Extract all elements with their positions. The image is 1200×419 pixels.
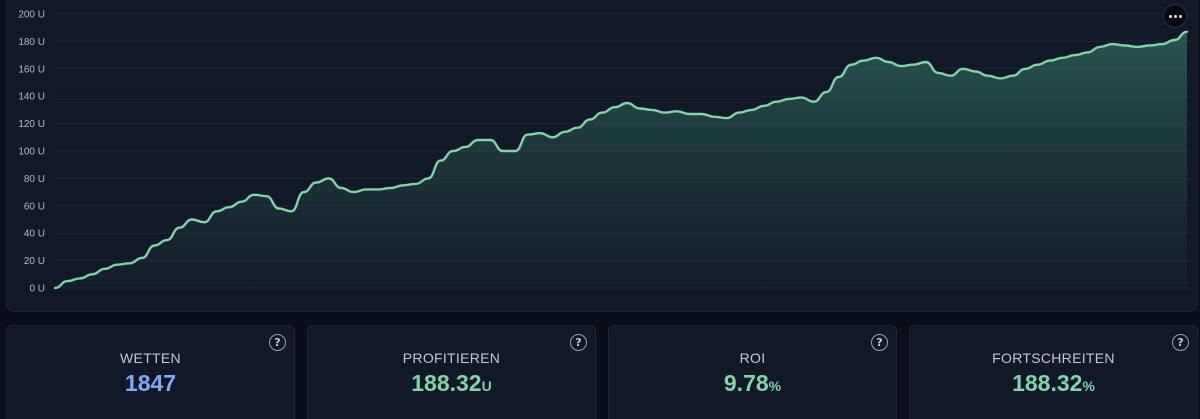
y-tick-label: 100 U xyxy=(18,147,45,158)
y-tick-label: 160 U xyxy=(18,64,45,75)
stats-cards: ? WETTEN 1847 ? PROFITIEREN 188.32U ? RO… xyxy=(6,325,1198,419)
chart-area-fill xyxy=(55,31,1187,289)
stat-value: 1847 xyxy=(7,370,294,397)
stat-unit: % xyxy=(1082,378,1095,394)
help-circle-icon[interactable]: ? xyxy=(269,334,286,351)
stat-card-profitieren: ? PROFITIEREN 188.32U xyxy=(307,325,596,419)
y-tick-label: 0 U xyxy=(29,284,45,295)
y-tick-label: 140 U xyxy=(18,92,45,103)
profit-chart-panel: 0 U 20 U 40 U 60 U 80 U 100 U 120 U 140 U 160 U 1… xyxy=(6,0,1198,312)
y-tick-label: 20 U xyxy=(24,256,45,267)
stat-card-fortschreiten: ? FORTSCHREITEN 188.32% xyxy=(909,325,1198,419)
chart-line xyxy=(53,30,1189,290)
y-axis-ticks: 0 U 20 U 40 U 60 U 80 U 100 U 120 U 140 U 160 U 1… xyxy=(18,10,45,295)
stat-value: 9.78% xyxy=(609,370,896,397)
y-tick-label: 60 U xyxy=(24,201,45,212)
stat-unit: % xyxy=(768,378,782,394)
stat-unit: U xyxy=(481,378,492,394)
stat-card-roi: ? ROI 9.78% xyxy=(608,325,897,419)
profit-chart: 0 U 20 U 40 U 60 U 80 U 100 U 120 U 140 U 160 U 1… xyxy=(18,10,1193,295)
stat-number: 1847 xyxy=(124,370,177,396)
dot-icon xyxy=(1178,14,1182,18)
stat-value: 188.32U xyxy=(308,370,595,397)
y-tick-label: 180 U xyxy=(18,37,45,48)
stat-number: 9.78 xyxy=(723,370,769,396)
stat-label: ROI xyxy=(739,350,766,366)
stat-number: 188.32 xyxy=(411,370,482,396)
y-tick-label: 120 U xyxy=(18,119,45,130)
dot-icon xyxy=(1168,14,1172,18)
y-tick-label: 40 U xyxy=(24,229,45,240)
stat-label: WETTEN xyxy=(120,350,181,366)
help-circle-icon[interactable]: ? xyxy=(871,334,888,351)
help-circle-icon[interactable]: ? xyxy=(1172,334,1189,351)
help-circle-icon[interactable]: ? xyxy=(570,334,587,351)
stat-card-wetten: ? WETTEN 1847 xyxy=(6,325,295,419)
y-tick-label: 80 U xyxy=(24,174,45,185)
y-tick-label: 200 U xyxy=(18,10,45,21)
more-options-button[interactable] xyxy=(1163,4,1187,28)
stat-label: FORTSCHREITEN xyxy=(992,350,1115,366)
stat-number: 188.32 xyxy=(1012,370,1083,396)
stat-label: PROFITIEREN xyxy=(402,350,501,366)
dot-icon xyxy=(1173,14,1177,18)
stat-value: 188.32% xyxy=(910,370,1197,397)
